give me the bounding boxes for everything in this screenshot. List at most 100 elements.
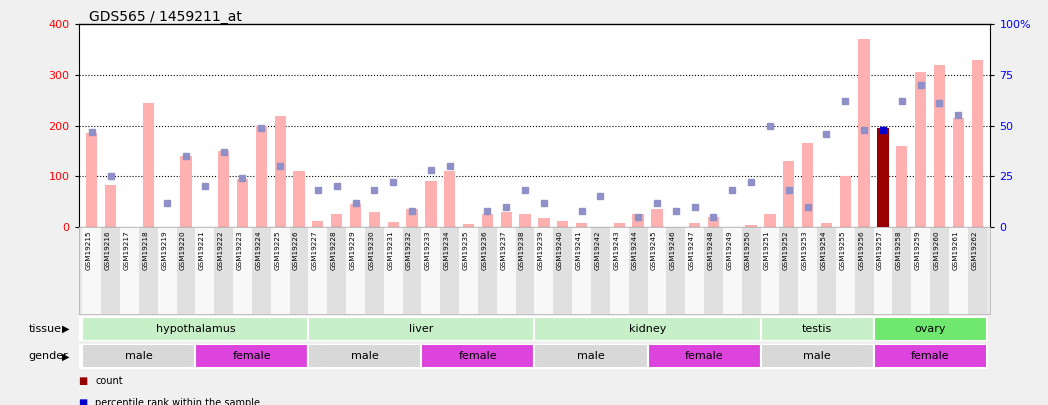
Bar	[893, 227, 912, 314]
Text: GSM19226: GSM19226	[293, 230, 299, 270]
Bar	[497, 227, 516, 314]
Text: male: male	[803, 352, 831, 361]
Bar	[289, 227, 308, 314]
Bar	[402, 227, 421, 314]
Text: GSM19218: GSM19218	[143, 230, 149, 270]
Bar	[83, 227, 102, 314]
Bar	[534, 227, 553, 314]
Text: GSM19217: GSM19217	[124, 230, 130, 270]
Bar	[293, 171, 305, 227]
Bar	[576, 223, 587, 227]
Text: GSM19234: GSM19234	[443, 230, 450, 270]
Text: GSM19245: GSM19245	[651, 230, 657, 270]
Bar	[855, 227, 874, 314]
Bar	[440, 227, 459, 314]
Text: GSM19230: GSM19230	[368, 230, 374, 270]
Bar	[610, 227, 629, 314]
Bar	[346, 227, 365, 314]
Bar	[233, 227, 252, 314]
Text: male: male	[351, 352, 378, 361]
Bar	[350, 204, 362, 227]
Text: ▶: ▶	[62, 324, 70, 334]
Bar	[930, 227, 948, 314]
Text: GSM19249: GSM19249	[726, 230, 733, 270]
Bar	[425, 181, 437, 227]
Bar	[648, 344, 761, 369]
Bar	[308, 317, 534, 341]
Bar	[948, 227, 967, 314]
Bar	[689, 223, 700, 227]
Bar	[629, 227, 648, 314]
Text: GSM19222: GSM19222	[218, 230, 223, 270]
Text: GSM19247: GSM19247	[689, 230, 695, 270]
Bar	[817, 227, 836, 314]
Text: ■: ■	[79, 399, 88, 405]
Bar	[648, 227, 667, 314]
Bar	[218, 151, 230, 227]
Text: ■: ■	[79, 376, 88, 386]
Bar	[534, 317, 761, 341]
Text: GSM19221: GSM19221	[199, 230, 204, 270]
Bar	[83, 317, 308, 341]
Text: GSM19250: GSM19250	[745, 230, 751, 270]
Text: tissue: tissue	[28, 324, 61, 334]
Bar	[858, 40, 870, 227]
Bar	[308, 227, 327, 314]
Bar	[704, 227, 723, 314]
Bar	[707, 217, 719, 227]
Text: GSM19257: GSM19257	[877, 230, 883, 270]
Text: male: male	[125, 352, 153, 361]
Text: GSM19215: GSM19215	[86, 230, 92, 270]
Text: GSM19252: GSM19252	[783, 230, 789, 270]
Text: GSM19244: GSM19244	[632, 230, 638, 270]
Bar	[331, 214, 343, 227]
Text: GSM19216: GSM19216	[105, 230, 111, 270]
Bar	[591, 227, 610, 314]
Bar	[86, 133, 97, 227]
Bar	[802, 143, 813, 227]
Bar	[780, 227, 799, 314]
Bar	[912, 227, 930, 314]
Bar	[915, 72, 926, 227]
Text: GSM19241: GSM19241	[575, 230, 582, 270]
Bar	[723, 227, 742, 314]
Bar	[237, 179, 248, 227]
Text: percentile rank within the sample: percentile rank within the sample	[95, 399, 260, 405]
Bar	[308, 344, 421, 369]
Bar	[764, 214, 776, 227]
Bar	[275, 117, 286, 227]
Text: GSM19248: GSM19248	[707, 230, 714, 270]
Text: GSM19251: GSM19251	[764, 230, 770, 270]
Bar	[651, 209, 662, 227]
Bar	[459, 227, 478, 314]
Bar	[761, 344, 874, 369]
Text: GSM19238: GSM19238	[519, 230, 525, 270]
Bar	[742, 227, 761, 314]
Text: gender: gender	[28, 352, 68, 361]
Bar	[327, 227, 346, 314]
Bar	[139, 227, 157, 314]
Bar	[384, 227, 402, 314]
Text: GSM19261: GSM19261	[953, 230, 958, 270]
Bar	[953, 118, 964, 227]
Bar	[252, 227, 270, 314]
Bar	[407, 209, 418, 227]
Bar	[553, 227, 572, 314]
Text: GSM19231: GSM19231	[387, 230, 393, 270]
Text: GSM19219: GSM19219	[161, 230, 167, 270]
Bar	[877, 128, 889, 227]
Text: GSM19255: GSM19255	[839, 230, 846, 270]
Text: GSM19239: GSM19239	[538, 230, 544, 270]
Bar	[799, 227, 817, 314]
Text: female: female	[233, 352, 271, 361]
Bar	[874, 344, 986, 369]
Bar	[534, 344, 648, 369]
Bar	[874, 317, 986, 341]
Bar	[176, 227, 195, 314]
Bar	[478, 227, 497, 314]
Bar	[632, 214, 643, 227]
Text: ▶: ▶	[62, 352, 70, 361]
Bar	[520, 214, 530, 227]
Bar	[934, 65, 945, 227]
Text: GSM19227: GSM19227	[312, 230, 318, 270]
